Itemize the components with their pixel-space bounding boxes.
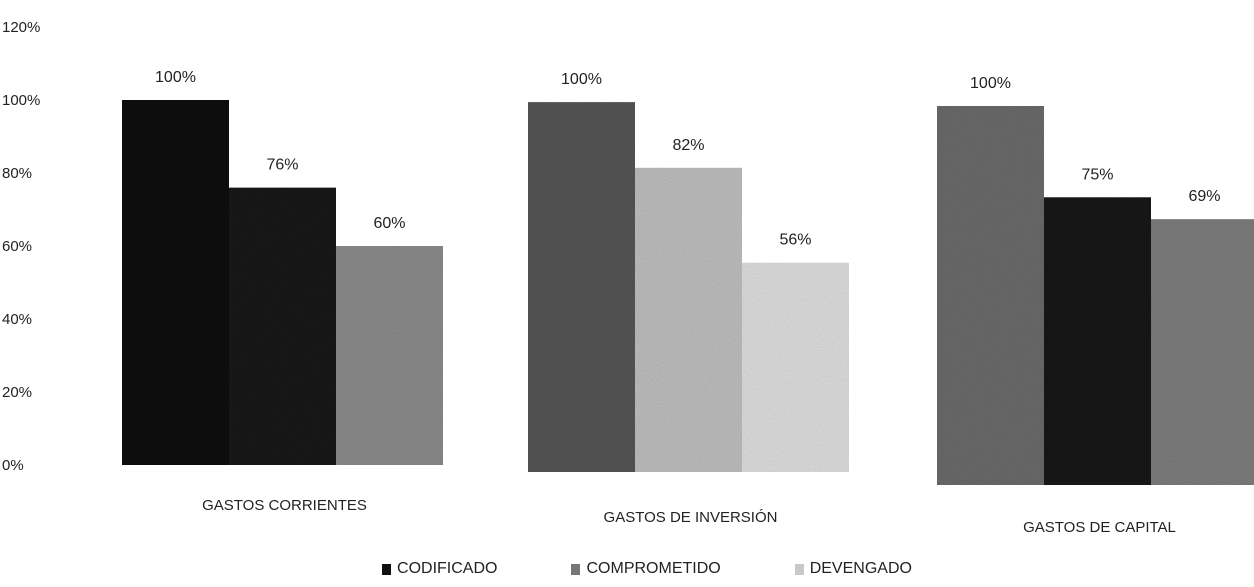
bar-codificado-1 — [122, 100, 229, 465]
legend-label: CODIFICADO — [397, 560, 498, 577]
category-label: GASTOS DE INVERSIÓN — [604, 509, 778, 526]
bar-codificado-3 — [937, 106, 1044, 485]
y-tick-label: 40% — [2, 311, 32, 328]
data-label: 56% — [779, 232, 811, 249]
y-axis: 0% 20% 40% 60% 80% 100% 120% — [2, 19, 40, 474]
bars: 100% 76% 60% 100% 82% 56% 100% 75% 69% — [122, 69, 1254, 485]
bar-comprometido-1 — [229, 187, 336, 465]
legend-item-comprometido: COMPROMETIDO — [571, 556, 721, 582]
bar-devengado-1 — [336, 246, 443, 465]
y-tick-label: 120% — [2, 19, 40, 36]
category-label: GASTOS CORRIENTES — [202, 497, 367, 514]
legend-label: DEVENGADO — [809, 560, 912, 577]
category-label: GASTOS DE CAPITAL — [1023, 519, 1176, 536]
y-tick-label: 20% — [2, 384, 32, 401]
data-label: 60% — [373, 215, 405, 232]
legend: CODIFICADO COMPROMETIDO DEVENGADO — [0, 556, 1254, 582]
legend-item-devengado: DEVENGADO — [794, 556, 912, 582]
y-tick-label: 100% — [2, 92, 40, 109]
bar-comprometido-3 — [1044, 197, 1151, 485]
y-tick-label: 80% — [2, 165, 32, 182]
legend-swatch — [794, 563, 804, 575]
data-label: 100% — [155, 69, 196, 86]
bar-comprometido-2 — [635, 167, 742, 473]
data-label: 82% — [672, 137, 704, 154]
data-label: 75% — [1081, 166, 1113, 183]
legend-swatch — [571, 563, 581, 575]
y-tick-label: 0% — [2, 457, 24, 474]
data-label: 100% — [970, 75, 1011, 92]
legend-item-codificado: CODIFICADO — [382, 556, 497, 582]
data-label: 76% — [266, 157, 298, 174]
y-tick-label: 60% — [2, 238, 32, 255]
bar-codificado-2 — [528, 102, 635, 472]
legend-swatch — [382, 563, 392, 575]
category-labels: GASTOS CORRIENTES GASTOS DE INVERSIÓN GAST… — [202, 497, 1176, 536]
legend-label: COMPROMETIDO — [586, 560, 721, 577]
bar-devengado-3 — [1151, 219, 1254, 485]
bar-devengado-2 — [742, 262, 849, 472]
data-label: 69% — [1188, 188, 1220, 205]
data-label: 100% — [561, 71, 602, 88]
